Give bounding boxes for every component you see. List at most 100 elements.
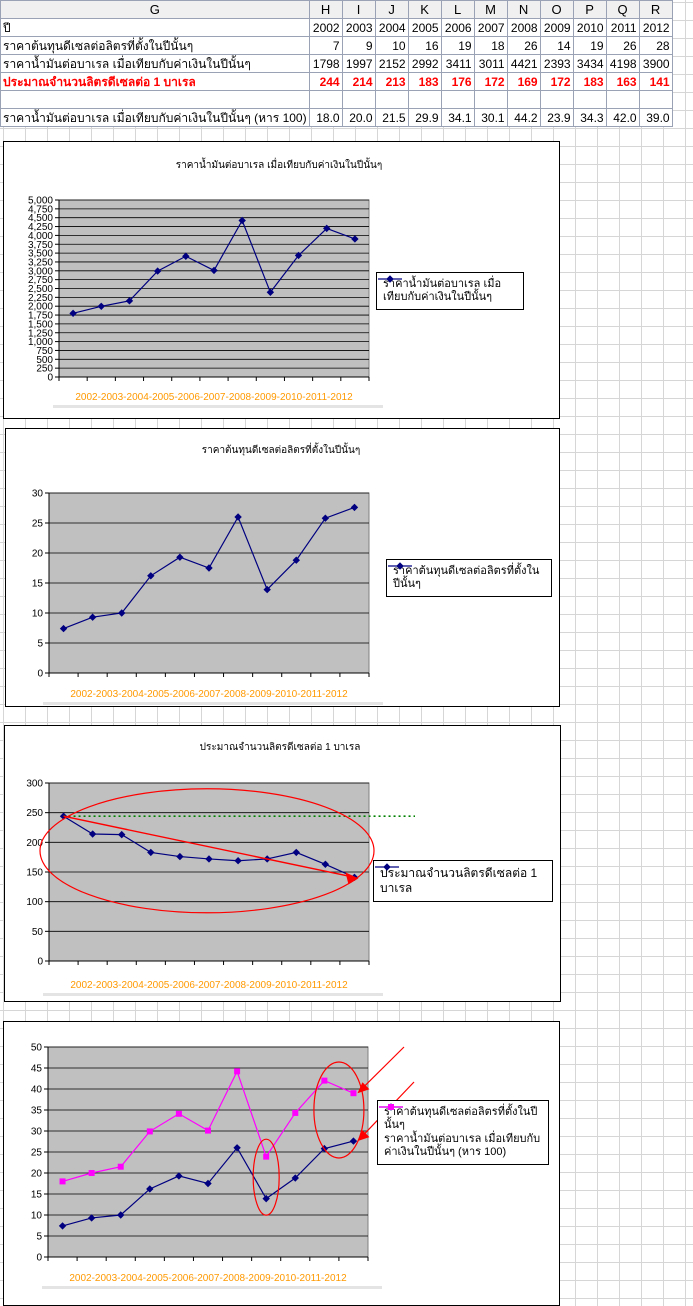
value-cell[interactable]: 21.5 xyxy=(374,108,409,127)
value-cell[interactable]: 26 xyxy=(506,36,541,55)
value-cell[interactable]: 28 xyxy=(638,36,673,55)
value-cell[interactable]: 2006 xyxy=(440,18,475,37)
value-cell[interactable]: 18 xyxy=(473,36,508,55)
value-cell[interactable]: 2003 xyxy=(341,18,376,37)
data-point xyxy=(87,1214,96,1222)
column-header[interactable]: G xyxy=(0,0,310,19)
value-cell[interactable]: 3900 xyxy=(638,54,673,73)
value-cell[interactable] xyxy=(572,90,607,109)
column-header[interactable]: M xyxy=(473,0,508,19)
value-cell[interactable]: 23.9 xyxy=(539,108,574,127)
value-cell[interactable]: 172 xyxy=(539,72,574,91)
value-cell[interactable]: 29.9 xyxy=(407,108,442,127)
column-header[interactable]: P xyxy=(572,0,607,19)
value-cell[interactable] xyxy=(374,90,409,109)
value-cell[interactable]: 20.0 xyxy=(341,108,376,127)
value-cell[interactable]: 44.2 xyxy=(506,108,541,127)
value-cell[interactable]: 34.3 xyxy=(572,108,607,127)
value-cell[interactable] xyxy=(605,90,640,109)
column-header[interactable]: L xyxy=(440,0,475,19)
value-cell[interactable]: 16 xyxy=(407,36,442,55)
value-cell[interactable] xyxy=(539,90,574,109)
value-cell[interactable]: 2009 xyxy=(539,18,574,37)
data-point xyxy=(292,556,300,564)
value-cell[interactable]: 7 xyxy=(308,36,343,55)
value-cell[interactable]: 3411 xyxy=(440,54,475,73)
value-cell[interactable]: 2393 xyxy=(539,54,574,73)
column-header[interactable]: J xyxy=(374,0,409,19)
value-cell[interactable] xyxy=(308,90,343,109)
value-cell[interactable]: 214 xyxy=(341,72,376,91)
column-header[interactable]: H xyxy=(308,0,343,19)
value-cell[interactable]: 3434 xyxy=(572,54,607,73)
column-header[interactable]: I xyxy=(341,0,376,19)
row-label-cell[interactable]: ราคาต้นทุนดีเซลต่อลิตรที่ตั้งในปีนั้นๆ xyxy=(0,36,310,55)
table-row: ราคาต้นทุนดีเซลต่อลิตรที่ตั้งในปีนั้นๆ 7 9… xyxy=(0,36,673,55)
chart-liters-per-barrel[interactable]: 0 50 100 150 200 250 300 2002-2003-2004-2005-20… xyxy=(4,725,561,1002)
value-cell[interactable]: 42.0 xyxy=(605,108,640,127)
value-cell[interactable]: 1798 xyxy=(308,54,343,73)
chart-legend: ประมาณจำนวนลิตรดีเซลต่อ 1 บาเรล xyxy=(373,860,553,902)
value-cell[interactable] xyxy=(407,90,442,109)
value-cell[interactable]: 2011 xyxy=(605,18,640,37)
y-tick-label: 30 xyxy=(31,1127,43,1138)
value-cell[interactable]: 141 xyxy=(638,72,673,91)
value-cell[interactable]: 2992 xyxy=(407,54,442,73)
value-cell[interactable] xyxy=(341,90,376,109)
value-cell[interactable]: 2007 xyxy=(473,18,508,37)
value-cell[interactable]: 172 xyxy=(473,72,508,91)
row-label-cell[interactable]: ราคาน้ำมันต่อบาเรล เมื่อเทียบกับค่าเงินใ… xyxy=(0,54,310,73)
value-cell[interactable]: 2152 xyxy=(374,54,409,73)
value-cell[interactable]: 34.1 xyxy=(440,108,475,127)
column-header[interactable]: O xyxy=(539,0,574,19)
value-cell[interactable]: 2012 xyxy=(638,18,673,37)
chart-title: ราคาน้ำมันต่อบาเรล เมื่อเทียบกับค่าเงินใ… xyxy=(175,160,383,171)
column-header[interactable]: Q xyxy=(605,0,640,19)
value-cell[interactable]: 30.1 xyxy=(473,108,508,127)
value-cell[interactable] xyxy=(638,90,673,109)
value-cell[interactable]: 213 xyxy=(374,72,409,91)
value-cell[interactable]: 2004 xyxy=(374,18,409,37)
value-cell[interactable]: 183 xyxy=(572,72,607,91)
value-cell[interactable]: 4198 xyxy=(605,54,640,73)
value-cell[interactable]: 39.0 xyxy=(638,108,673,127)
row-label-cell[interactable]: ปี xyxy=(0,18,310,37)
value-cell[interactable]: 2005 xyxy=(407,18,442,37)
table-row: ราคาน้ำมันต่อบาเรล เมื่อเทียบกับค่าเงินใ… xyxy=(0,108,673,127)
row-label-cell[interactable]: ราคาน้ำมันต่อบาเรล เมื่อเทียบกับค่าเงินใ… xyxy=(0,108,310,127)
value-cell[interactable]: 163 xyxy=(605,72,640,91)
value-cell[interactable] xyxy=(473,90,508,109)
column-header[interactable]: K xyxy=(407,0,442,19)
chart-combined[interactable]: 0 5 10 15 20 25 30 35 40 45 50 2002-2003-2004-2005-… xyxy=(3,1021,560,1306)
value-cell[interactable]: 14 xyxy=(539,36,574,55)
data-point xyxy=(386,275,394,283)
value-cell[interactable]: 183 xyxy=(407,72,442,91)
value-cell[interactable]: 9 xyxy=(341,36,376,55)
value-cell[interactable]: 19 xyxy=(440,36,475,55)
value-cell[interactable]: 2002 xyxy=(308,18,343,37)
value-cell[interactable] xyxy=(506,90,541,109)
chart-diesel-cost[interactable]: 0 5 10 15 20 25 30 2002-2003-2004-2005-2006-200… xyxy=(5,428,560,707)
value-cell[interactable] xyxy=(440,90,475,109)
y-tick-label: 10 xyxy=(31,1211,43,1222)
column-header[interactable]: N xyxy=(506,0,541,19)
value-cell[interactable]: 10 xyxy=(374,36,409,55)
value-cell[interactable]: 1997 xyxy=(341,54,376,73)
value-cell[interactable]: 2008 xyxy=(506,18,541,37)
value-cell[interactable]: 2010 xyxy=(572,18,607,37)
value-cell[interactable]: 18.0 xyxy=(308,108,343,127)
y-tick-label: 40 xyxy=(31,1085,43,1096)
value-cell[interactable]: 4421 xyxy=(506,54,541,73)
value-cell[interactable]: 3011 xyxy=(473,54,508,73)
value-cell[interactable]: 169 xyxy=(506,72,541,91)
row-label-cell[interactable] xyxy=(0,90,310,109)
y-tick-label: 2,250 xyxy=(28,293,53,304)
y-tick-label: 45 xyxy=(31,1064,43,1075)
value-cell[interactable]: 176 xyxy=(440,72,475,91)
value-cell[interactable]: 244 xyxy=(308,72,343,91)
value-cell[interactable]: 26 xyxy=(605,36,640,55)
value-cell[interactable]: 19 xyxy=(572,36,607,55)
column-header[interactable]: R xyxy=(638,0,673,19)
row-label-cell[interactable]: ประมาณจำนวนลิตรดีเซลต่อ 1 บาเรล xyxy=(0,72,310,91)
chart-oil-price[interactable]: 0 250 500 750 1,000 1,250 1,500 1,750 2,000 2,250… xyxy=(3,141,560,419)
